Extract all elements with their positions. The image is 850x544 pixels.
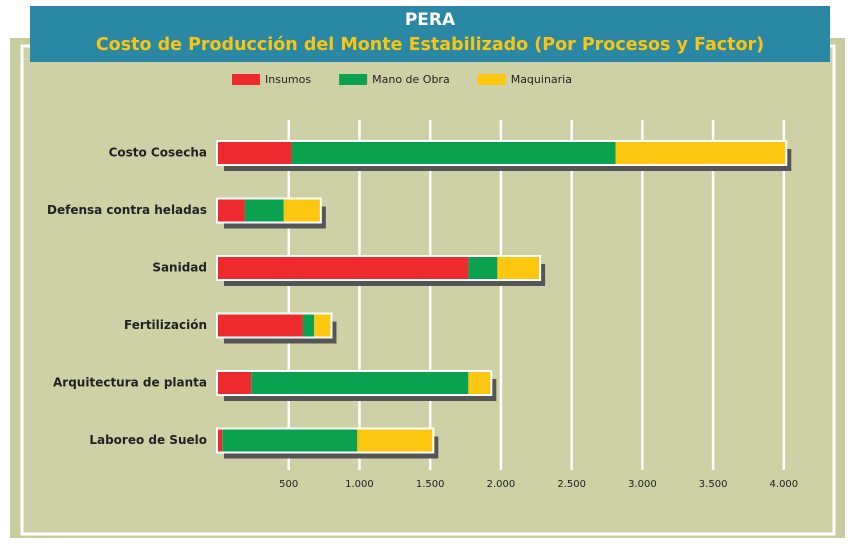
y-tick-label: Sanidad [152, 261, 207, 275]
bars [216, 140, 792, 459]
bar-segment [357, 429, 433, 452]
bar-segment [244, 199, 284, 222]
y-tick-label: Laboreo de Suelo [89, 433, 207, 447]
bar-segment [468, 257, 498, 279]
x-tick-label: 4.000 [770, 479, 799, 490]
x-tick-label: 3.000 [628, 479, 657, 490]
bar-segment [222, 429, 358, 452]
bar-segment [218, 199, 245, 222]
grid [287, 120, 786, 470]
bar-segment [218, 142, 292, 164]
chart-title: PERA [405, 10, 456, 30]
y-tick-label: Fertilización [124, 318, 207, 332]
legend-label: Maquinaria [511, 73, 572, 86]
bar-segment [218, 429, 223, 452]
bar-segment [218, 314, 303, 337]
x-tick-label: 500 [279, 479, 298, 490]
bar-segment [497, 257, 540, 279]
x-tick-label: 1.500 [416, 479, 445, 490]
bar-segment [302, 314, 315, 337]
bar-segment [218, 257, 469, 279]
y-tick-label: Defensa contra heladas [47, 203, 207, 217]
legend-swatch [477, 74, 506, 85]
legend-label: Insumos [265, 73, 311, 86]
bar-segment [615, 142, 786, 164]
x-tick-label: 2.000 [487, 479, 516, 490]
bar-segment [283, 199, 320, 222]
title-banner [30, 6, 830, 62]
x-tick-label: 3.500 [699, 479, 728, 490]
y-tick-label: Arquitectura de planta [53, 376, 207, 390]
bar-segment [218, 372, 252, 394]
bar-segment [314, 314, 331, 337]
legend-swatch [232, 74, 260, 85]
y-tick-label: Costo Cosecha [109, 146, 207, 160]
x-tick-label: 2.500 [557, 479, 586, 490]
x-tick-label: 1.000 [345, 479, 374, 490]
bar-segment [291, 142, 616, 164]
chart-subtitle: Costo de Producción del Monte Estabiliza… [96, 35, 764, 55]
legend-label: Mano de Obra [372, 73, 450, 86]
bar-segment [251, 372, 469, 394]
legend-swatch [339, 74, 368, 85]
bar-segment [468, 372, 491, 394]
